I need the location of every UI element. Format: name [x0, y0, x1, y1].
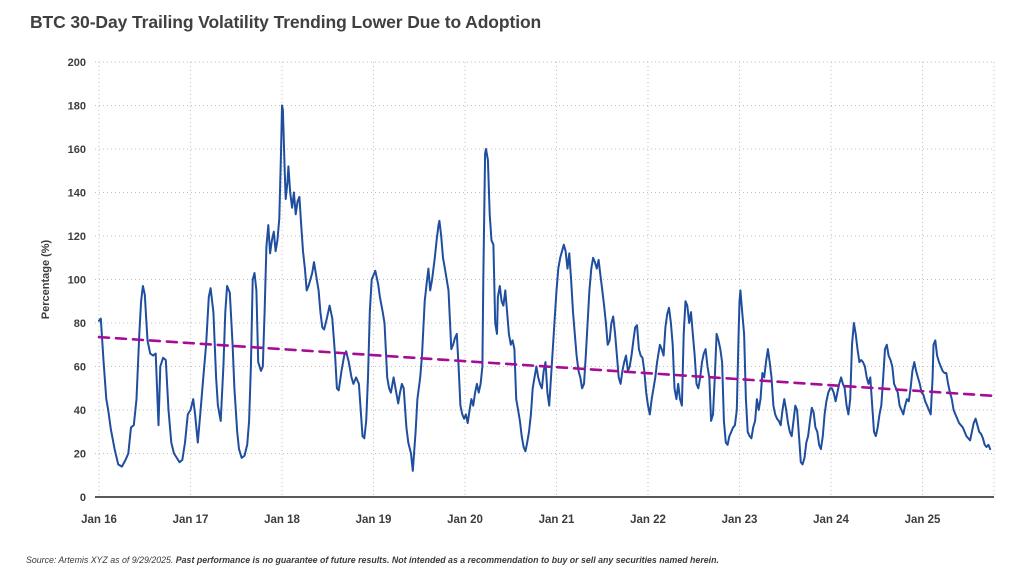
y-tick-label: 180: [68, 101, 86, 113]
x-tick-label: Jan 16: [81, 514, 117, 526]
source-note: Source: Artemis XYZ as of 9/29/2025. Pas…: [26, 555, 719, 565]
y-tick-label: 160: [68, 144, 86, 156]
source-note-disclaimer: Past performance is no guarantee of futu…: [175, 555, 719, 565]
y-tick-label: 200: [68, 57, 86, 69]
y-tick-label: 140: [68, 188, 86, 200]
x-tick-label: Jan 23: [722, 514, 758, 526]
y-tick-label: 60: [74, 362, 86, 374]
y-tick-label: 100: [68, 275, 86, 287]
source-note-prefix: Source: Artemis XYZ as of 9/29/2025.: [26, 555, 176, 565]
y-tick-label: 40: [74, 405, 86, 417]
x-tick-label: Jan 22: [630, 514, 666, 526]
x-tick-label: Jan 20: [447, 514, 483, 526]
y-tick-label: 20: [74, 449, 86, 461]
chart-title: BTC 30-Day Trailing Volatility Trending …: [30, 12, 542, 32]
y-tick-label: 120: [68, 231, 86, 243]
x-tick-label: Jan 18: [264, 514, 300, 526]
x-tick-label: Jan 25: [905, 514, 941, 526]
x-tick-label: Jan 17: [173, 514, 209, 526]
y-tick-label: 80: [74, 318, 86, 330]
x-tick-label: Jan 24: [813, 514, 849, 526]
x-tick-label: Jan 19: [356, 514, 392, 526]
x-tick-label: Jan 21: [539, 514, 575, 526]
y-axis-title: Percentage (%): [40, 239, 52, 319]
trend-line: [97, 335, 996, 398]
volatility-line: [98, 104, 992, 472]
y-tick-label: 0: [80, 492, 86, 504]
